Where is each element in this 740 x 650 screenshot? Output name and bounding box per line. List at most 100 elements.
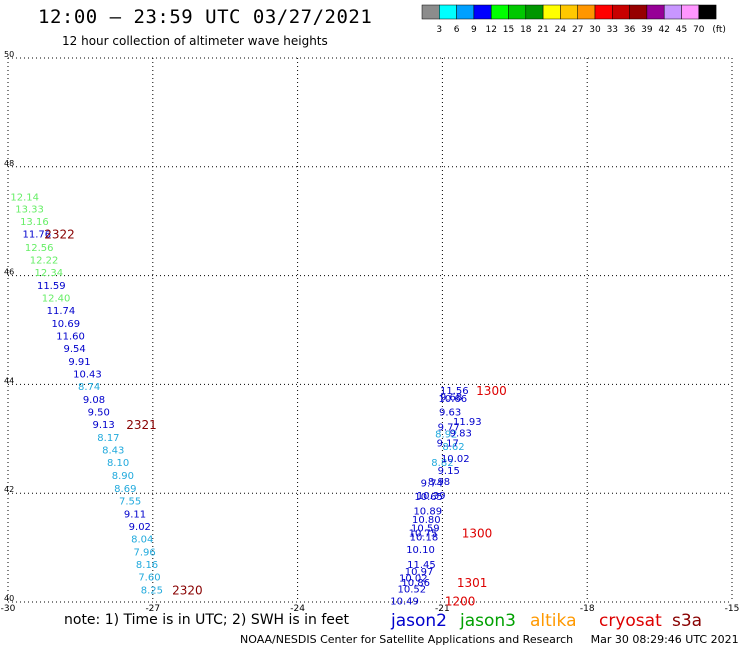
colorbar-tick-label: 42 <box>658 25 669 35</box>
wave-height-label: 12.34 <box>35 268 64 279</box>
footer-credit: NOAA/NESDIS Center for Satellite Applica… <box>240 633 739 646</box>
wave-height-label: 8.43 <box>102 446 124 457</box>
time-label: 2320 <box>172 583 203 597</box>
wave-height-label: 10.18 <box>410 533 439 544</box>
wave-height-label: 13.33 <box>15 205 44 216</box>
wave-height-label: 10.02 <box>399 574 428 585</box>
colorbar-tick-label: 70 <box>693 25 705 35</box>
colorbar-swatch <box>698 4 717 20</box>
wave-height-label: 10.59 <box>411 523 440 534</box>
y-tick-label: 44 <box>4 376 14 385</box>
colorbar-tick-label: 6 <box>454 25 460 35</box>
wave-height-label: 10.80 <box>412 515 441 526</box>
wave-height-label: 8.25 <box>141 585 163 596</box>
y-tick-label: 50 <box>4 50 14 59</box>
wave-height-label: 8.92 <box>435 429 457 440</box>
wave-height-label: 10.10 <box>406 545 435 556</box>
y-tick-label: 46 <box>4 268 14 277</box>
wave-height-label: 11.56 <box>440 386 469 397</box>
wave-height-label: 8.04 <box>131 534 153 545</box>
wave-height-label: 8.16 <box>136 560 158 571</box>
wave-height-label: 10.66 <box>439 394 468 405</box>
wave-height-label: 11.93 <box>453 417 482 428</box>
colorbar-tick-label: 39 <box>641 25 653 35</box>
wave-height-label: 9.77 <box>438 422 460 433</box>
wave-height-label: 10.86 <box>401 578 430 589</box>
wave-height-label: 13.16 <box>20 217 49 228</box>
colorbar-tick-label: 36 <box>624 25 636 35</box>
x-tick-label: -30 <box>1 604 16 614</box>
wave-height-label: 9.02 <box>129 522 151 533</box>
wave-height-label: 10.02 <box>441 454 470 465</box>
wave-height-label: 10.43 <box>73 370 102 381</box>
wave-height-label: 9.17 <box>437 439 459 450</box>
wave-height-label: 10.39 <box>417 491 446 502</box>
wave-height-label: 11.45 <box>407 560 436 571</box>
colorbar: 3 6 9 12 15 18 21 24 27 30 33 36 39 42 45 70 (ft) <box>421 4 726 35</box>
wave-height-label: 8.98 <box>428 477 450 488</box>
colorbar-tick-label: 3 <box>436 25 442 35</box>
wave-height-label: 9.68 <box>440 392 462 403</box>
colorbar-tick-label: 15 <box>503 25 514 35</box>
chart-subtitle: 12 hour collection of altimeter wave hei… <box>62 34 328 48</box>
wave-height-label: 11.76 <box>22 230 51 241</box>
time-label: 2322 <box>44 228 75 242</box>
wave-height-label: 12.14 <box>10 193 39 204</box>
x-tick-label: -18 <box>580 604 595 614</box>
x-tick-label: -24 <box>290 604 305 614</box>
wave-height-label: 7.55 <box>119 496 141 507</box>
colorbar-tick-label: 18 <box>520 25 532 35</box>
wave-height-label: 9.83 <box>450 428 472 439</box>
wave-height-label: 10.49 <box>390 596 419 607</box>
time-label: 1300 <box>476 384 507 398</box>
wave-height-label: 12.22 <box>30 255 59 266</box>
wave-height-label: 7.60 <box>138 572 160 583</box>
wave-height-label: 9.11 <box>124 509 146 520</box>
colorbar-tick-label: 9 <box>471 25 477 35</box>
wave-height-label: 11.59 <box>37 281 66 292</box>
wave-height-label: 9.74 <box>421 478 443 489</box>
colorbar-tick-label: 27 <box>572 25 583 35</box>
wave-height-label: 8.82 <box>431 458 453 469</box>
wave-height-label: 12.40 <box>42 293 71 304</box>
wave-height-label: 11.74 <box>47 306 76 317</box>
x-tick-label: -15 <box>725 604 740 614</box>
wave-height-label: 10.97 <box>405 567 434 578</box>
y-tick-label: 42 <box>4 485 14 494</box>
colorbar-tick-label: 24 <box>555 25 567 35</box>
wave-height-label: 9.08 <box>83 395 105 406</box>
colorbar-unit: (ft) <box>712 25 726 35</box>
wave-height-label: 10.52 <box>398 584 427 595</box>
wave-height-label: 8.74 <box>78 382 100 393</box>
wave-height-label: 9.54 <box>64 344 86 355</box>
wave-height-label: 9.63 <box>439 408 461 419</box>
wave-height-label: 9.50 <box>88 408 110 419</box>
colorbar-tick-label: 30 <box>589 25 601 35</box>
footer-timestamp: Mar 30 08:29:46 UTC 2021 <box>590 633 739 646</box>
chart-title: 12:00 – 23:59 UTC 03/27/2021 <box>38 6 373 28</box>
footer-credit-text: NOAA/NESDIS Center for Satellite Applica… <box>240 633 574 646</box>
x-tick-label: -27 <box>145 604 160 614</box>
colorbar-tick-label: 33 <box>607 25 618 35</box>
time-label: 2321 <box>126 418 157 432</box>
colorbar-tick-label: 12 <box>485 25 496 35</box>
wave-height-label: 8.90 <box>112 471 134 482</box>
wave-height-label: 8.62 <box>442 442 464 453</box>
wave-height-label: 10.75 <box>409 528 438 539</box>
wave-height-label: 10.89 <box>413 507 442 518</box>
wave-height-label: 8.10 <box>107 458 129 469</box>
wave-height-label: 11.60 <box>56 331 85 342</box>
wave-height-label: 10.65 <box>414 492 443 503</box>
wave-height-label: 8.17 <box>97 433 119 444</box>
wave-height-label: 10.69 <box>51 319 80 330</box>
wave-height-label: 9.13 <box>92 420 114 431</box>
y-tick-label: 40 <box>4 594 14 603</box>
time-label: 1301 <box>457 576 488 590</box>
wave-height-label: 9.15 <box>438 466 460 477</box>
wave-height-label: 7.96 <box>133 547 155 558</box>
wave-height-label: 9.91 <box>68 357 90 368</box>
colorbar-tick-label: 45 <box>676 25 687 35</box>
time-label: 1200 <box>445 594 476 608</box>
wave-height-label: 12.56 <box>25 243 54 254</box>
wave-height-label: 8.69 <box>114 484 136 495</box>
